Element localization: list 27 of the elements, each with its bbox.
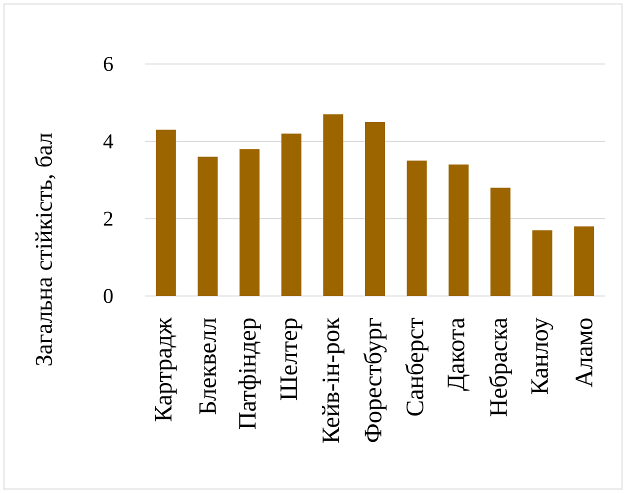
x-tick-label: Аламо xyxy=(576,318,592,388)
x-tick-label: Дакота xyxy=(448,318,470,391)
y-tick-label: 0 xyxy=(104,288,113,304)
bar xyxy=(574,226,594,296)
y-tick-label: 4 xyxy=(103,134,114,148)
y-axis-title: Загальна стійкість, бал xyxy=(34,133,56,366)
y-tick-label: 2 xyxy=(104,212,112,226)
x-tick-label: Патфіндер xyxy=(238,318,261,430)
bar xyxy=(156,130,176,296)
bar xyxy=(198,156,218,296)
x-tick-label: Блеквелл xyxy=(199,318,216,414)
x-tick-label: Шелтер xyxy=(280,318,302,400)
bar xyxy=(323,114,344,296)
bar xyxy=(532,230,552,296)
x-tick-label: Форестбург xyxy=(363,318,387,442)
bar xyxy=(490,188,510,296)
bar xyxy=(448,164,469,296)
bar xyxy=(240,149,260,296)
x-tick-label: Санберст xyxy=(405,318,428,416)
bar xyxy=(281,134,302,296)
x-tick-label: Картрадж xyxy=(155,317,177,422)
bar xyxy=(365,122,385,296)
bar xyxy=(406,160,427,296)
x-tick-label: Небраска xyxy=(488,318,512,416)
x-tick-label: Канлоу xyxy=(531,318,554,394)
y-tick-label: 6 xyxy=(104,56,113,72)
x-tick-label: Кейв-ін-рок xyxy=(322,318,344,443)
